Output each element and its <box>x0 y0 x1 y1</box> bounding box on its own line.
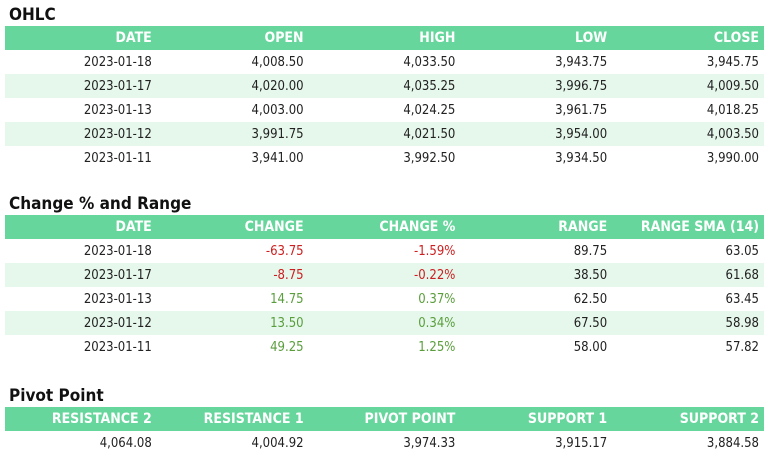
change-percent: 1.25% <box>418 339 456 355</box>
table-row: 2023-01-13 14.75 0.37% 62.50 63.45 <box>5 287 764 311</box>
pivot-header-pivot-point: PIVOT POINT <box>308 407 461 431</box>
ohlc-close: 3,945.75 <box>706 54 759 70</box>
change-header-range: RANGE <box>460 215 613 239</box>
resistance-2-value: 4,064.08 <box>99 435 152 451</box>
change-header-date: DATE <box>5 215 157 239</box>
pivot-header-row: RESISTANCE 2 RESISTANCE 1 PIVOT POINT SU… <box>5 407 764 431</box>
ohlc-open: 4,008.50 <box>251 54 304 70</box>
ohlc-date: 2023-01-17 <box>5 74 157 98</box>
ohlc-low: 3,943.75 <box>555 54 608 70</box>
pivot-header-support-2: SUPPORT 2 <box>612 407 764 431</box>
range-value: 62.50 <box>573 291 608 307</box>
support-2-value: 3,884.58 <box>706 435 759 451</box>
range-value: 38.50 <box>460 263 613 287</box>
resistance-1-value: 4,004.92 <box>251 435 304 451</box>
ohlc-header-low: LOW <box>460 26 613 50</box>
table-row: 2023-01-12 13.50 0.34% 67.50 58.98 <box>5 311 764 335</box>
ohlc-high: 4,024.25 <box>403 102 456 118</box>
ohlc-high: 4,033.50 <box>403 54 456 70</box>
range-value: 67.50 <box>460 311 613 335</box>
range-sma-value: 57.82 <box>725 339 759 355</box>
change-title: Change % and Range <box>9 194 192 214</box>
change-header-row: DATE CHANGE CHANGE % RANGE RANGE SMA (14… <box>5 215 764 239</box>
ohlc-low: 3,961.75 <box>555 102 608 118</box>
pivot-header-resistance-1: RESISTANCE 1 <box>156 407 309 431</box>
ohlc-date: 2023-01-12 <box>5 122 157 146</box>
change-value: 49.25 <box>270 339 304 355</box>
change-date: 2023-01-17 <box>5 263 157 287</box>
ohlc-date: 2023-01-13 <box>83 102 152 118</box>
change-value: -8.75 <box>156 263 309 287</box>
change-header-range-sma: RANGE SMA (14) <box>612 215 764 239</box>
ohlc-open: 4,020.00 <box>156 74 309 98</box>
range-sma-value: 58.98 <box>612 311 764 335</box>
ohlc-close: 4,009.50 <box>612 74 764 98</box>
range-sma-value: 61.68 <box>612 263 764 287</box>
pivot-header-resistance-2: RESISTANCE 2 <box>5 407 157 431</box>
table-row: 2023-01-11 3,941.00 3,992.50 3,934.50 3,… <box>5 146 764 170</box>
ohlc-table: DATE OPEN HIGH LOW CLOSE 2023-01-18 4,00… <box>5 26 764 170</box>
ohlc-header-high: HIGH <box>308 26 461 50</box>
range-sma-value: 63.45 <box>725 291 759 307</box>
change-percent: 0.37% <box>418 291 456 307</box>
range-value: 58.00 <box>573 339 608 355</box>
table-row: 2023-01-13 4,003.00 4,024.25 3,961.75 4,… <box>5 98 764 122</box>
ohlc-header-row: DATE OPEN HIGH LOW CLOSE <box>5 26 764 50</box>
table-row: 2023-01-11 49.25 1.25% 58.00 57.82 <box>5 335 764 359</box>
table-row: 2023-01-17 4,020.00 4,035.25 3,996.75 4,… <box>5 74 764 98</box>
change-date: 2023-01-11 <box>83 339 152 355</box>
change-date: 2023-01-18 <box>83 243 152 259</box>
change-percent: -0.22% <box>308 263 461 287</box>
change-value: 14.75 <box>270 291 304 307</box>
ohlc-title: OHLC <box>9 5 56 25</box>
change-value: -63.75 <box>265 243 304 259</box>
ohlc-close: 4,018.25 <box>706 102 759 118</box>
change-percent: 0.34% <box>308 311 461 335</box>
ohlc-low: 3,934.50 <box>555 150 608 166</box>
change-value: 13.50 <box>156 311 309 335</box>
change-table: DATE CHANGE CHANGE % RANGE RANGE SMA (14… <box>5 215 764 359</box>
ohlc-close: 3,990.00 <box>706 150 759 166</box>
ohlc-close: 4,003.50 <box>612 122 764 146</box>
pivot-title: Pivot Point <box>9 386 104 406</box>
pivot-point-value: 3,974.33 <box>403 435 456 451</box>
ohlc-date: 2023-01-11 <box>83 150 152 166</box>
ohlc-high: 4,021.50 <box>308 122 461 146</box>
ohlc-date: 2023-01-18 <box>83 54 152 70</box>
table-row: 2023-01-17 -8.75 -0.22% 38.50 61.68 <box>5 263 764 287</box>
range-sma-value: 63.05 <box>725 243 759 259</box>
ohlc-header-date: DATE <box>5 26 157 50</box>
change-date: 2023-01-12 <box>5 311 157 335</box>
table-row: 2023-01-18 4,008.50 4,033.50 3,943.75 3,… <box>5 50 764 74</box>
change-date: 2023-01-13 <box>83 291 152 307</box>
ohlc-open: 3,991.75 <box>156 122 309 146</box>
table-row: 4,064.08 4,004.92 3,974.33 3,915.17 3,88… <box>5 431 764 455</box>
change-percent: -1.59% <box>414 243 456 259</box>
ohlc-high: 4,035.25 <box>308 74 461 98</box>
ohlc-section: OHLC DATE OPEN HIGH LOW CLOSE 2023-01-18… <box>5 4 764 170</box>
ohlc-high: 3,992.50 <box>403 150 456 166</box>
range-value: 89.75 <box>573 243 608 259</box>
ohlc-open: 4,003.00 <box>251 102 304 118</box>
ohlc-low: 3,954.00 <box>460 122 613 146</box>
ohlc-header-open: OPEN <box>156 26 309 50</box>
change-section: Change % and Range DATE CHANGE CHANGE % … <box>5 193 764 359</box>
support-1-value: 3,915.17 <box>555 435 608 451</box>
pivot-table: RESISTANCE 2 RESISTANCE 1 PIVOT POINT SU… <box>5 407 764 455</box>
change-header-change: CHANGE <box>156 215 309 239</box>
table-row: 2023-01-18 -63.75 -1.59% 89.75 63.05 <box>5 239 764 263</box>
ohlc-header-close: CLOSE <box>612 26 764 50</box>
ohlc-low: 3,996.75 <box>460 74 613 98</box>
table-row: 2023-01-12 3,991.75 4,021.50 3,954.00 4,… <box>5 122 764 146</box>
ohlc-open: 3,941.00 <box>251 150 304 166</box>
change-header-change-pct: CHANGE % <box>308 215 461 239</box>
pivot-section: Pivot Point RESISTANCE 2 RESISTANCE 1 PI… <box>5 385 764 455</box>
pivot-header-support-1: SUPPORT 1 <box>460 407 613 431</box>
